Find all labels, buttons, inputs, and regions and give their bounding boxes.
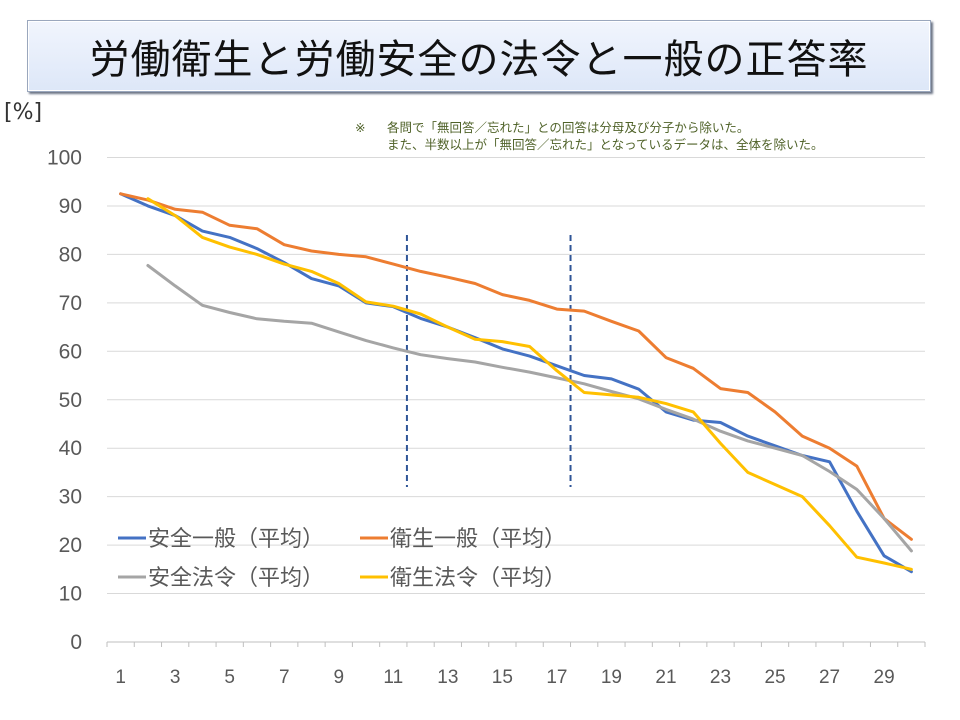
legend-label: 衛生一般（平均）	[390, 527, 566, 552]
series-line-4	[146, 197, 913, 571]
title-box: 労働衛生と労働安全の法令と一般の正答率	[27, 20, 931, 92]
page-title: 労働衛生と労働安全の法令と一般の正答率	[89, 37, 869, 83]
x-tick-label: 9	[333, 667, 344, 688]
x-tick-label: 3	[170, 667, 181, 688]
x-tick-label: 7	[279, 667, 290, 688]
x-tick-label: 21	[655, 667, 676, 688]
series-line-2	[119, 192, 913, 541]
y-tick-label: 80	[59, 243, 82, 266]
note-line-1: 各問で「無回答／忘れた」との回答は分母及び分子から除いた。	[387, 120, 750, 135]
x-tick-label: 27	[819, 667, 840, 688]
y-tick-label: 100	[47, 147, 82, 170]
y-tick-label: 60	[59, 340, 82, 363]
legend-label: 安全法令（平均）	[148, 566, 324, 591]
footnote: ※ 各問で「無回答／忘れた」との回答は分母及び分子から除いた。 また、半数以上が「…	[355, 119, 824, 153]
x-tick-label: 29	[874, 667, 895, 688]
note-line-2: また、半数以上が「無回答／忘れた」となっているデータは、全体を除いた。	[387, 137, 824, 152]
y-tick-label: 30	[59, 486, 82, 509]
y-tick-label: 20	[59, 534, 82, 557]
y-tick-label: 50	[59, 389, 82, 412]
x-tick-label: 17	[546, 667, 567, 688]
y-tick-label: 40	[59, 437, 82, 460]
x-tick-label: 11	[383, 667, 403, 688]
y-tick-label: 90	[59, 195, 82, 218]
x-tick-label: 15	[492, 667, 513, 688]
x-tick-label: 25	[764, 667, 785, 688]
note-mark: ※	[355, 120, 366, 135]
x-tick-label: 23	[710, 667, 731, 688]
y-tick-label: 0	[70, 631, 82, 654]
x-tick-label: 1	[115, 667, 126, 688]
x-tick-label: 19	[601, 667, 622, 688]
legend-label: 衛生法令（平均）	[390, 566, 566, 591]
x-tick-label: 5	[224, 667, 235, 688]
y-tick-label: 10	[59, 583, 82, 606]
series-line-1	[119, 192, 913, 574]
y-axis-unit-label: [%]	[4, 100, 43, 125]
x-tick-label: 13	[437, 667, 458, 688]
series-line-3	[146, 264, 913, 553]
legend-label: 安全一般（平均）	[148, 527, 324, 552]
y-tick-label: 70	[59, 292, 82, 315]
